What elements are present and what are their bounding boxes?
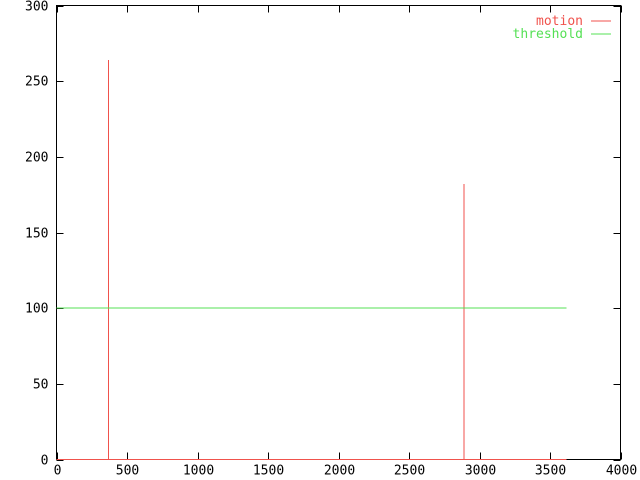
legend-label-motion: motion — [536, 14, 583, 29]
x-tick-label: 4000 — [606, 464, 637, 479]
x-tick-label: 3500 — [535, 464, 566, 479]
plot-border — [56, 5, 621, 460]
y-tick-label: 300 — [25, 0, 48, 15]
y-tick-label: 50 — [33, 378, 49, 393]
x-tick-label: 1500 — [253, 464, 284, 479]
x-tick-label: 2500 — [394, 464, 425, 479]
x-tick-label: 2000 — [324, 464, 355, 479]
y-tick-label: 0 — [41, 454, 49, 469]
legend-label-threshold: threshold — [513, 27, 583, 42]
x-tick-label: 1000 — [183, 464, 214, 479]
y-tick-label: 200 — [25, 151, 48, 166]
x-tick-label: 3000 — [465, 464, 496, 479]
y-tick-label: 250 — [25, 75, 48, 90]
series-line-motion — [56, 60, 567, 460]
y-tick-label: 100 — [25, 302, 48, 317]
x-tick-label: 500 — [116, 464, 139, 479]
x-tick-label: 0 — [54, 464, 62, 479]
y-tick-label: 150 — [25, 227, 48, 242]
